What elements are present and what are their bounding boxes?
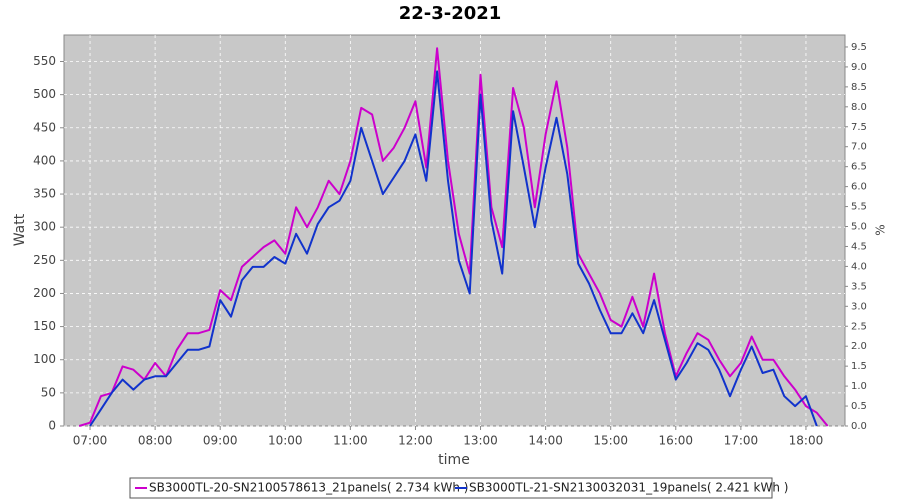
- legend-label: SB3000TL-21-SN2130032031_19panels( 2.421…: [469, 481, 788, 495]
- chart-title: 22-3-2021: [399, 3, 502, 24]
- y2-tick-label: 9.0: [851, 62, 867, 73]
- y-tick-label: 400: [33, 153, 56, 167]
- y-tick-label: 500: [33, 87, 56, 101]
- y-tick-label: 200: [33, 286, 56, 300]
- y2-axis-label: %: [874, 224, 888, 235]
- y2-tick-label: 9.5: [851, 42, 867, 53]
- x-tick-label: 09:00: [203, 434, 238, 448]
- y-tick-label: 550: [33, 54, 56, 68]
- x-tick-label: 14:00: [528, 434, 563, 448]
- y2-tick-label: 3.0: [851, 301, 867, 312]
- x-tick-label: 15:00: [593, 434, 628, 448]
- x-tick-label: 17:00: [724, 434, 759, 448]
- y-tick-label: 450: [33, 120, 56, 134]
- x-tick-label: 16:00: [658, 434, 693, 448]
- y2-tick-label: 2.5: [851, 321, 867, 332]
- y2-tick-label: 8.0: [851, 102, 867, 113]
- y2-tick-label: 0.0: [851, 421, 867, 432]
- y-tick-label: 300: [33, 220, 56, 234]
- series-line: [78, 47, 829, 427]
- x-axis-label: time: [438, 452, 470, 468]
- series-line: [89, 70, 818, 427]
- y-tick-label: 50: [41, 385, 56, 399]
- x-tick-label: 18:00: [789, 434, 824, 448]
- legend-label: SB3000TL-20-SN2100578613_21panels( 2.734…: [149, 481, 468, 495]
- x-tick-label: 13:00: [463, 434, 498, 448]
- x-tick-label: 07:00: [73, 434, 108, 448]
- y2-tick-label: 6.5: [851, 162, 867, 173]
- y2-tick-label: 8.5: [851, 82, 867, 93]
- y2-tick-label: 5.0: [851, 222, 867, 233]
- y2-tick-label: 7.0: [851, 142, 867, 153]
- y-tick-label: 100: [33, 352, 56, 366]
- x-tick-label: 08:00: [138, 434, 173, 448]
- y2-tick-label: 4.5: [851, 241, 867, 252]
- y-axis-label: Watt: [12, 213, 28, 246]
- y2-tick-label: 2.0: [851, 341, 867, 352]
- y-tick-label: 0: [48, 419, 56, 433]
- y2-tick-label: 1.0: [851, 381, 867, 392]
- y2-tick-label: 4.0: [851, 261, 867, 272]
- y-tick-label: 350: [33, 187, 56, 201]
- x-tick-label: 11:00: [333, 434, 368, 448]
- y-tick-label: 150: [33, 319, 56, 333]
- y2-tick-label: 5.5: [851, 202, 867, 213]
- y2-tick-label: 1.5: [851, 361, 867, 372]
- x-tick-label: 10:00: [268, 434, 303, 448]
- x-tick-label: 12:00: [398, 434, 433, 448]
- y2-tick-label: 3.5: [851, 281, 867, 292]
- legend: [129, 477, 773, 499]
- y2-tick-label: 7.5: [851, 122, 867, 133]
- y2-tick-label: 6.0: [851, 182, 867, 193]
- y2-tick-label: 0.5: [851, 401, 867, 412]
- y-tick-label: 250: [33, 253, 56, 267]
